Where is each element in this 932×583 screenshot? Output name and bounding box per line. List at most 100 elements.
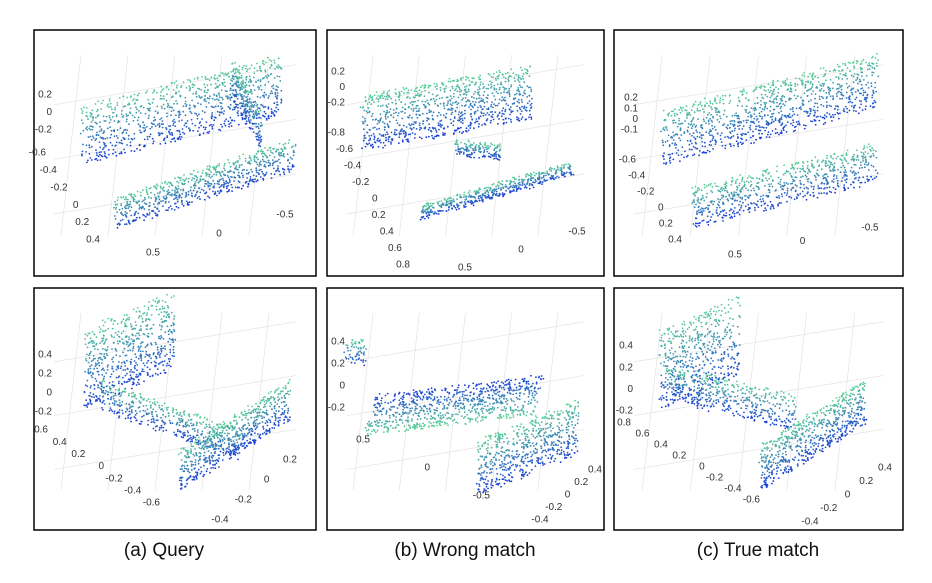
point — [496, 104, 499, 107]
point — [408, 123, 411, 125]
point — [195, 93, 198, 95]
point — [700, 124, 703, 126]
point — [245, 96, 248, 99]
point — [696, 147, 699, 150]
point — [280, 154, 283, 157]
point — [383, 90, 385, 93]
point — [289, 156, 292, 159]
point — [717, 185, 719, 188]
point — [782, 173, 785, 176]
point — [667, 134, 670, 137]
point — [395, 108, 398, 110]
point — [680, 107, 683, 110]
point — [501, 112, 504, 115]
point — [812, 188, 815, 191]
point — [486, 150, 489, 153]
point — [752, 130, 754, 133]
point — [745, 121, 748, 124]
point — [467, 154, 469, 156]
point — [407, 116, 409, 118]
point — [470, 96, 473, 98]
point — [664, 119, 667, 121]
point — [382, 92, 385, 94]
point — [227, 105, 230, 108]
point — [256, 62, 258, 65]
point — [722, 94, 724, 97]
point — [252, 131, 255, 134]
point — [515, 73, 517, 76]
point — [248, 75, 251, 77]
point — [262, 177, 264, 180]
point — [855, 172, 857, 175]
point — [124, 105, 127, 108]
point — [857, 89, 860, 92]
point — [845, 171, 847, 174]
grid-line — [53, 64, 297, 106]
point — [203, 89, 206, 92]
panel-frame — [33, 29, 317, 277]
point — [473, 112, 476, 115]
point — [228, 75, 231, 78]
point — [684, 150, 686, 153]
point — [572, 173, 575, 176]
point — [100, 128, 103, 131]
point — [508, 95, 511, 97]
point — [806, 167, 809, 170]
point — [865, 61, 867, 64]
point — [175, 205, 178, 208]
point — [447, 100, 449, 103]
point — [816, 106, 819, 109]
point — [736, 133, 739, 136]
point — [176, 180, 178, 183]
point — [89, 128, 92, 131]
point — [731, 119, 733, 122]
point — [129, 107, 132, 110]
point — [208, 97, 211, 100]
point — [761, 116, 764, 118]
point — [489, 111, 492, 113]
point — [362, 128, 365, 131]
point — [844, 179, 847, 182]
y-tick-label: 0.4 — [86, 235, 100, 246]
point — [708, 112, 711, 114]
point — [185, 104, 188, 106]
point — [103, 120, 106, 122]
point — [255, 156, 258, 159]
point — [745, 111, 747, 113]
y-tick-label: -0.4 — [344, 161, 362, 172]
point — [441, 203, 444, 205]
point — [870, 164, 873, 167]
point — [235, 80, 238, 83]
point — [259, 67, 261, 70]
point — [822, 67, 825, 70]
point — [768, 189, 771, 192]
point — [219, 189, 222, 192]
point — [185, 105, 188, 108]
point — [875, 90, 878, 93]
point — [862, 176, 865, 179]
point — [530, 90, 533, 93]
point — [839, 72, 842, 75]
point — [128, 193, 131, 196]
point — [795, 121, 798, 123]
point — [830, 116, 832, 119]
point — [518, 93, 521, 95]
point — [451, 199, 453, 202]
y-tick-label: 0.4 — [380, 227, 394, 238]
point — [143, 124, 146, 126]
point — [388, 95, 391, 98]
point — [828, 186, 831, 189]
point — [473, 77, 475, 80]
point — [843, 175, 845, 177]
point — [811, 120, 814, 123]
point — [108, 121, 111, 124]
point — [470, 81, 473, 83]
point — [518, 175, 521, 178]
point — [453, 204, 455, 207]
point — [444, 198, 446, 201]
point — [531, 97, 533, 100]
point — [866, 146, 869, 149]
point — [276, 75, 279, 78]
point — [172, 124, 175, 127]
point — [729, 217, 732, 219]
